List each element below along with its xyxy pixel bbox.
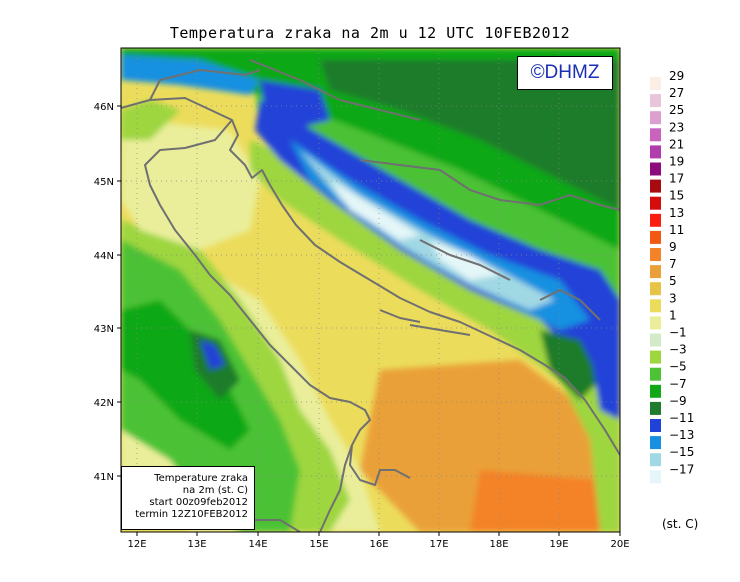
lon-label-20e: 20E bbox=[610, 539, 629, 550]
colorbar-swatch bbox=[650, 367, 661, 381]
colorbar-label: −17 bbox=[669, 462, 694, 476]
colorbar-label: 23 bbox=[669, 120, 684, 134]
graticule bbox=[121, 48, 620, 532]
colorbar-swatch bbox=[650, 230, 661, 244]
info-line-2: na 2m (st. C) bbox=[182, 485, 248, 496]
colorbar-swatch bbox=[650, 179, 661, 193]
lon-label-19e: 19E bbox=[549, 539, 568, 550]
lon-label-18e: 18E bbox=[489, 539, 508, 550]
colorbar-swatch bbox=[650, 401, 661, 415]
colorbar-swatch bbox=[650, 282, 661, 296]
lon-label-12e: 12E bbox=[127, 539, 146, 550]
colorbar-label: 17 bbox=[669, 172, 684, 186]
lat-label-42n: 42N bbox=[94, 398, 114, 409]
info-line-4: termin 12Z10FEB2012 bbox=[135, 509, 248, 520]
colorbar-label: −15 bbox=[669, 445, 694, 459]
colorbar-swatch bbox=[650, 94, 661, 108]
colorbar-label: −3 bbox=[669, 343, 687, 357]
colorbar-swatch bbox=[650, 453, 661, 467]
colorbar-label: 9 bbox=[669, 240, 677, 254]
colorbar-label: 19 bbox=[669, 155, 684, 169]
colorbar-swatch bbox=[650, 196, 661, 210]
colorbar-label: 7 bbox=[669, 257, 677, 271]
colorbar-swatch bbox=[650, 265, 661, 279]
colorbar-swatch bbox=[650, 299, 661, 313]
colorbar-swatch bbox=[650, 145, 661, 159]
colorbar-swatch bbox=[650, 350, 661, 364]
colorbar-swatch bbox=[650, 162, 661, 176]
lon-label-15e: 15E bbox=[309, 539, 328, 550]
colorbar-label: −5 bbox=[669, 360, 687, 374]
colorbar: 29 27 25 23 21 19 17 15 13 11 9 7 5 3 1 −1 −3 −5 −7 −9 −11 −1… bbox=[650, 69, 694, 484]
colorbar-label: 15 bbox=[669, 189, 684, 203]
lon-label-16e: 16E bbox=[369, 539, 388, 550]
lat-label-41n: 41N bbox=[94, 472, 114, 483]
coastlines bbox=[121, 59, 620, 532]
lat-label-44n: 44N bbox=[94, 251, 114, 262]
colorbar-label: 13 bbox=[669, 206, 684, 220]
temperature-field bbox=[121, 48, 620, 532]
colorbar-label: −9 bbox=[669, 394, 687, 408]
map-frame bbox=[120, 47, 621, 533]
colorbar-unit: (st. C) bbox=[662, 517, 698, 531]
colorbar-swatch bbox=[650, 316, 661, 330]
colorbar-label: 11 bbox=[669, 223, 684, 237]
colorbar-swatch bbox=[650, 248, 661, 261]
lon-label-17e: 17E bbox=[429, 539, 448, 550]
lon-label-14e: 14E bbox=[248, 539, 267, 550]
map-title: Temperatura zraka na 2m u 12 UTC 10FEB20… bbox=[169, 24, 571, 42]
colorbar-swatch bbox=[650, 333, 661, 347]
colorbar-label: 5 bbox=[669, 274, 677, 288]
lat-label-45n: 45N bbox=[94, 177, 114, 188]
colorbar-swatch bbox=[650, 470, 661, 484]
colorbar-swatch bbox=[650, 419, 661, 432]
colorbar-label: 21 bbox=[669, 137, 684, 151]
colorbar-swatch bbox=[650, 384, 661, 398]
colorbar-label: 25 bbox=[669, 103, 684, 117]
info-line-3: start 00z09feb2012 bbox=[149, 497, 248, 508]
colorbar-label: −11 bbox=[669, 411, 694, 425]
lon-label-13e: 13E bbox=[187, 539, 206, 550]
info-box: Temperature zraka na 2m (st. C) start 00… bbox=[121, 466, 255, 530]
colorbar-label: −13 bbox=[669, 428, 694, 442]
colorbar-swatch bbox=[650, 111, 661, 125]
colorbar-label: 3 bbox=[669, 291, 677, 305]
colorbar-label: 29 bbox=[669, 69, 684, 83]
dhmz-logo: ©DHMZ bbox=[517, 56, 613, 90]
colorbar-label: −7 bbox=[669, 377, 687, 391]
info-line-1: Temperature zraka bbox=[154, 473, 248, 484]
colorbar-swatch bbox=[650, 436, 661, 450]
colorbar-swatch bbox=[650, 128, 661, 142]
colorbar-swatch bbox=[650, 77, 661, 90]
colorbar-label: −1 bbox=[669, 326, 687, 340]
colorbar-swatch bbox=[650, 213, 661, 227]
colorbar-label: 27 bbox=[669, 86, 684, 100]
colorbar-label: 1 bbox=[669, 308, 677, 322]
lat-label-46n: 46N bbox=[94, 102, 114, 113]
lat-label-43n: 43N bbox=[94, 324, 114, 335]
